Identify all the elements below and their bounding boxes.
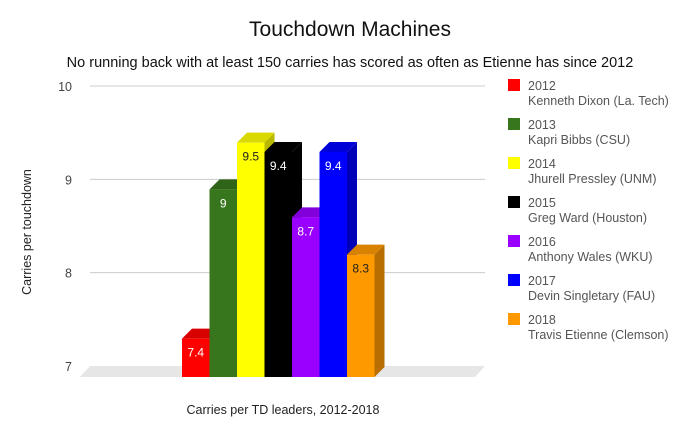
- legend-name: Travis Etienne (Clemson): [528, 328, 669, 342]
- data-label: 9.4: [325, 159, 342, 173]
- bar-top: [319, 142, 357, 152]
- bar-top: [347, 244, 385, 255]
- y-axis-label: Carries per touchdown: [20, 169, 34, 295]
- data-label: 9.5: [242, 150, 259, 164]
- legend-name: Greg Ward (Houston): [528, 211, 647, 225]
- data-label: 9: [220, 196, 227, 210]
- legend-swatch: [508, 235, 520, 247]
- y-tick-label: 8: [65, 267, 72, 281]
- y-tick-label: 10: [58, 80, 72, 94]
- legend-year: 2015: [528, 196, 556, 210]
- legend-name: Anthony Wales (WKU): [528, 250, 653, 264]
- legend-name: Kenneth Dixon (La. Tech): [528, 94, 669, 108]
- data-label: 8.3: [352, 262, 369, 276]
- bar-top: [237, 132, 275, 143]
- y-tick-label: 7: [65, 360, 72, 374]
- legend-swatch: [508, 118, 520, 130]
- bar-front: [292, 217, 320, 377]
- legend-swatch: [508, 274, 520, 286]
- legend-year: 2012: [528, 79, 556, 93]
- legend-name: Devin Singletary (FAU): [528, 289, 655, 303]
- legend-year: 2018: [528, 313, 556, 327]
- bar-2018: 8.3: [347, 244, 385, 377]
- legend-year: 2017: [528, 274, 556, 288]
- legend-year: 2013: [528, 118, 556, 132]
- bar-front: [264, 152, 292, 377]
- bar-front: [347, 254, 375, 377]
- bar-side: [374, 244, 385, 377]
- data-label: 8.7: [297, 224, 314, 238]
- legend-swatch: [508, 313, 520, 325]
- chart-subtitle: No running back with at least 150 carrie…: [67, 55, 634, 71]
- x-axis-label: Carries per TD leaders, 2012-2018: [187, 403, 380, 417]
- legend-name: Jhurell Pressley (UNM): [528, 172, 657, 186]
- bar-front: [237, 142, 265, 377]
- legend-year: 2016: [528, 235, 556, 249]
- data-label: 7.4: [187, 346, 204, 360]
- y-tick-label: 9: [65, 173, 72, 187]
- bar-top: [264, 142, 302, 152]
- data-label: 9.4: [270, 159, 287, 173]
- legend-name: Kapri Bibbs (CSU): [528, 133, 630, 147]
- legend-swatch: [508, 79, 520, 91]
- bar-front: [319, 152, 347, 377]
- chart-title: Touchdown Machines: [249, 18, 451, 41]
- bar-front: [182, 338, 210, 377]
- legend-year: 2014: [528, 157, 556, 171]
- bar-front: [209, 189, 237, 377]
- legend-swatch: [508, 196, 520, 208]
- legend-swatch: [508, 157, 520, 169]
